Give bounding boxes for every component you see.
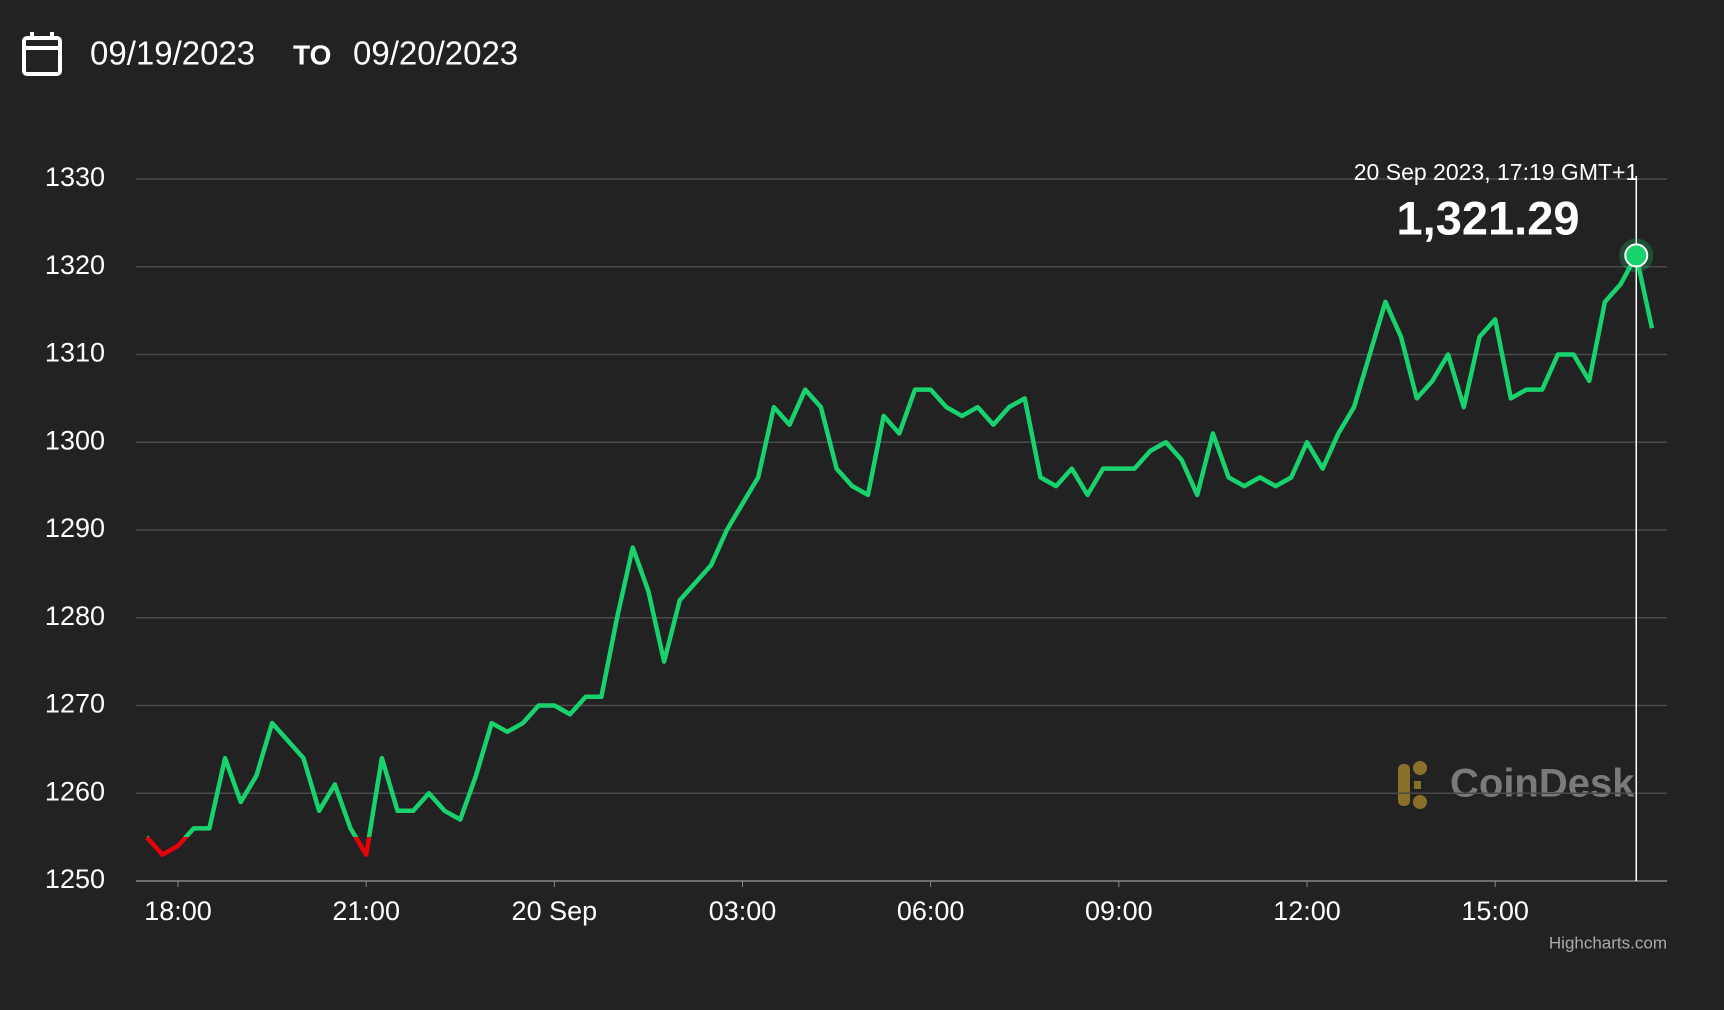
x-tick-label: 06:00 xyxy=(897,896,965,926)
y-tick-label: 1270 xyxy=(45,689,105,719)
watermark-icon xyxy=(1398,761,1427,809)
tooltip-value: 1,321.29 xyxy=(1397,191,1580,244)
x-tick-label: 12:00 xyxy=(1273,896,1341,926)
y-tick-label: 1310 xyxy=(45,338,105,368)
calendar-icon xyxy=(22,32,62,76)
y-tick-label: 1290 xyxy=(45,513,105,543)
y-tick-label: 1300 xyxy=(45,425,105,455)
y-tick-label: 1260 xyxy=(45,776,105,806)
x-tick-label: 15:00 xyxy=(1461,896,1529,926)
y-tick-label: 1250 xyxy=(45,864,105,894)
watermark: CoinDesk xyxy=(1450,762,1635,806)
x-tick-label: 21:00 xyxy=(332,896,400,926)
y-tick-label: 1280 xyxy=(45,601,105,631)
tooltip-label: 20 Sep 2023, 17:19 GMT+1 xyxy=(1354,159,1639,185)
y-tick-label: 1330 xyxy=(45,162,105,192)
date-to-label: TO xyxy=(293,39,331,70)
x-tick-label: 09:00 xyxy=(1085,896,1153,926)
x-tick-label: 18:00 xyxy=(144,896,212,926)
tooltip-point xyxy=(1624,243,1649,268)
credits[interactable]: Highcharts.com xyxy=(1549,933,1667,952)
price-line xyxy=(146,253,1655,838)
y-tick-label: 1320 xyxy=(45,250,105,280)
date-to[interactable]: 09/20/2023 xyxy=(353,35,518,72)
x-tick-label: 20 Sep xyxy=(512,896,598,926)
x-tick-label: 03:00 xyxy=(709,896,777,926)
date-from[interactable]: 09/19/2023 xyxy=(90,35,255,72)
